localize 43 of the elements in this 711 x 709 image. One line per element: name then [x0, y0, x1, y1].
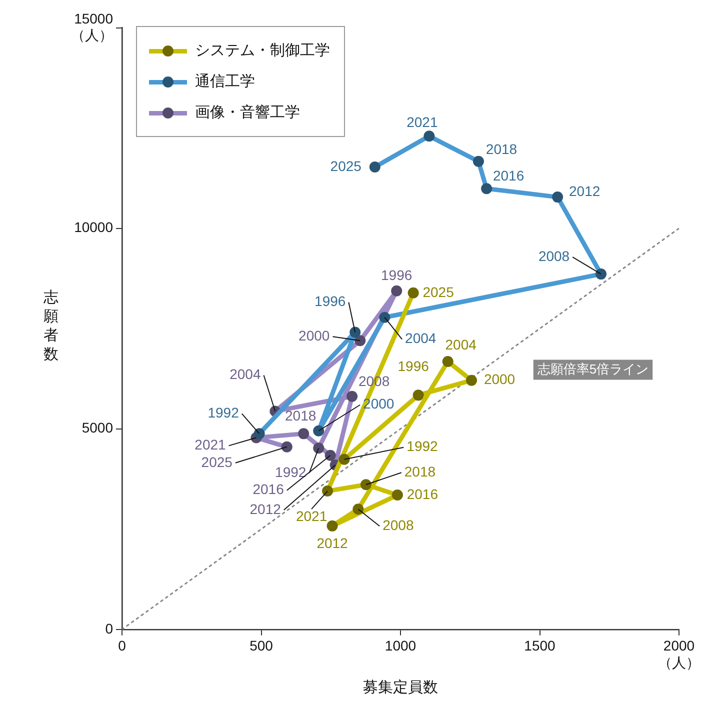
x-tick-label: 500	[250, 638, 274, 654]
annotation: 1992	[275, 464, 306, 480]
annotation: 2008	[382, 516, 414, 533]
annotation: 2021	[296, 508, 328, 524]
annotation: 2021	[406, 114, 438, 130]
annotation: 2004	[445, 336, 477, 352]
x-axis-title: 募集定員数	[363, 679, 438, 696]
annotation: 1996	[314, 293, 346, 310]
y-tick-label: 10000	[74, 219, 114, 236]
annotation: 2021	[194, 436, 226, 453]
annotation: 2004	[405, 330, 436, 346]
annotation: 2018	[486, 141, 518, 158]
legend-label: 通信工学	[195, 72, 255, 91]
legend-label: 画像・音響工学	[195, 103, 300, 122]
y-tick-label: 15000 （人）	[71, 10, 114, 44]
annotation: 2025	[422, 284, 454, 300]
annotation: 2000	[298, 327, 330, 344]
annotation: 2025	[330, 158, 362, 174]
y-tick-label: 0	[105, 620, 114, 636]
x-tick-label: 1000	[384, 638, 416, 654]
x-tick-label: 2000 （人）	[658, 638, 700, 670]
annotation: 2025	[201, 454, 233, 470]
annotation: 1996	[398, 358, 430, 374]
annotation: 2012	[250, 500, 282, 517]
annotation: 2018	[285, 408, 316, 424]
y-axis-title: 志願者数	[42, 288, 60, 364]
annotation: 2004	[230, 366, 261, 382]
annotation: 志願倍率5倍ライン	[537, 361, 649, 376]
annotation: 2016	[492, 167, 524, 184]
annotation: 1996	[381, 266, 412, 283]
x-tick-label: 0	[118, 638, 126, 654]
annotation: 2012	[568, 182, 600, 199]
annotation: 1992	[406, 438, 438, 454]
annotation: 2008	[538, 248, 570, 264]
x-tick-label: 1500	[524, 638, 556, 654]
annotation: 2012	[316, 534, 348, 551]
annotation: 2018	[404, 463, 436, 480]
annotation: 2016	[252, 481, 284, 498]
annotation: 2000	[484, 371, 516, 388]
legend-label: システム・制御工学	[195, 41, 330, 60]
y-tick-label: 5000	[82, 420, 114, 436]
annotation: 1992	[208, 404, 240, 421]
annotation: 2016	[406, 486, 438, 502]
